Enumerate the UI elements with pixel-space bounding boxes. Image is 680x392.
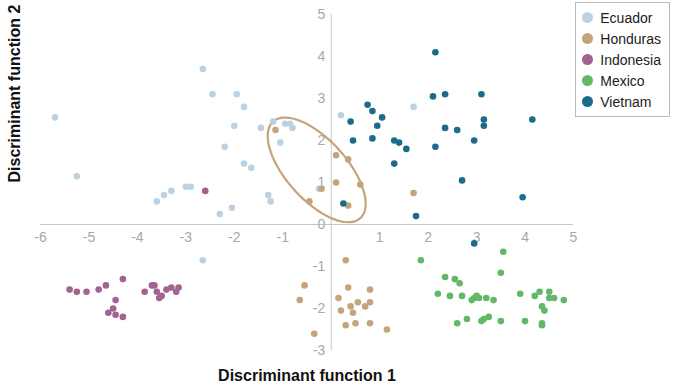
svg-text:1: 1 [317,174,326,190]
svg-text:2: 2 [424,229,432,245]
html-text:Ecuador: Ecuador [600,9,653,26]
svg-text:-2: -2 [313,300,326,316]
svg-text:-5: -5 [83,229,96,245]
svg-text:3: 3 [317,90,325,106]
html-text:Vietnam: Vietnam [600,93,652,110]
svg-text:2: 2 [317,132,326,148]
svg-text:Discriminant function 2: Discriminant function 2 [6,5,23,183]
svg-text:3: 3 [472,229,481,245]
svg-text:-2: -2 [228,229,241,245]
svg-text:-4: -4 [131,229,144,245]
svg-text:1: 1 [376,229,384,245]
svg-text:Discriminant function 1: Discriminant function 1 [218,367,396,384]
html-text:Honduras: Honduras [600,30,661,47]
html-text:Mexico: Mexico [600,72,645,89]
html-text:Indonesia: Indonesia [600,51,661,68]
svg-text:-1: -1 [277,229,290,245]
svg-text:5: 5 [570,229,578,245]
svg-text:0: 0 [317,216,325,232]
svg-text:-3: -3 [313,342,326,358]
svg-text:5: 5 [317,6,325,22]
svg-text:-6: -6 [34,229,47,245]
svg-text:-1: -1 [313,258,326,274]
svg-text:4: 4 [521,229,529,245]
svg-text:-3: -3 [180,229,193,245]
svg-text:4: 4 [317,48,325,64]
